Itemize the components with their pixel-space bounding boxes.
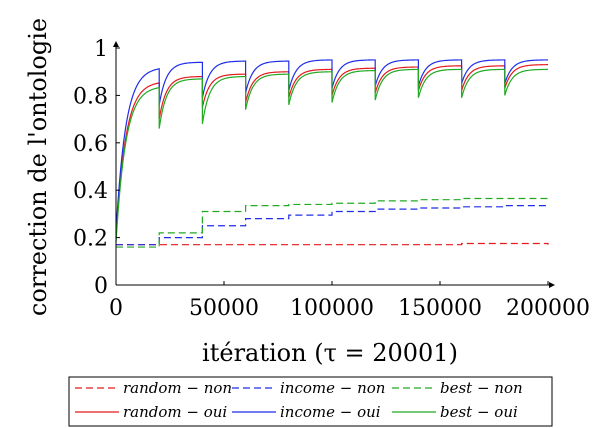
- y-tick-label: 0.6: [73, 132, 108, 157]
- y-tick-label: 0: [94, 274, 108, 299]
- legend-entry-label: best − oui: [440, 403, 518, 421]
- legend-entry-label: random − oui: [123, 403, 227, 421]
- x-tick-label: 50000: [189, 296, 259, 321]
- legend-entry-label: random − non: [123, 379, 232, 397]
- series-line-2: [116, 197, 548, 248]
- y-axis-label: correction de l'ontologie: [24, 18, 52, 316]
- x-tick-label: 200000: [506, 296, 590, 321]
- legend-entry-label: income − oui: [280, 403, 381, 421]
- legend-entry-label: best − non: [440, 379, 523, 397]
- legend-entry-label: income − non: [280, 379, 385, 397]
- y-axis-arrow: [113, 41, 119, 47]
- y-tick-label: 0.8: [73, 84, 108, 109]
- series-line-0: [116, 242, 549, 246]
- x-tick-label: 100000: [290, 296, 374, 321]
- y-tick-label: 0.4: [73, 179, 108, 204]
- legend: random − non income − non best − non random…: [68, 376, 553, 427]
- series-line-1: [116, 205, 548, 246]
- axes-layer: 0 50000 100000 150000 200000 0 0.2 0.4 0.6 0.8 1: [73, 37, 590, 321]
- x-tick-label: 0: [109, 296, 123, 321]
- series-layer: [115, 59, 549, 248]
- legend-box: [68, 376, 553, 427]
- y-tick-label: 1: [94, 37, 108, 62]
- y-tick-label: 0.2: [73, 227, 108, 252]
- x-tick-label: 150000: [398, 296, 482, 321]
- series-line-5: [115, 68, 549, 243]
- x-axis-label: itération (τ = 20001): [202, 339, 458, 367]
- x-axis-arrow: [549, 282, 555, 288]
